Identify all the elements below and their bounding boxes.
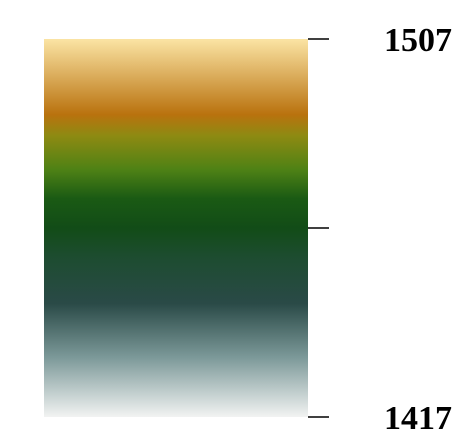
colorbar-tick-label-0: 1507 (384, 22, 452, 59)
colorbar-tick-label-2: 1417 (384, 400, 452, 437)
colorbar-gradient-bar (44, 39, 308, 417)
colorbar-ticks: 1507 1417 (308, 22, 452, 437)
